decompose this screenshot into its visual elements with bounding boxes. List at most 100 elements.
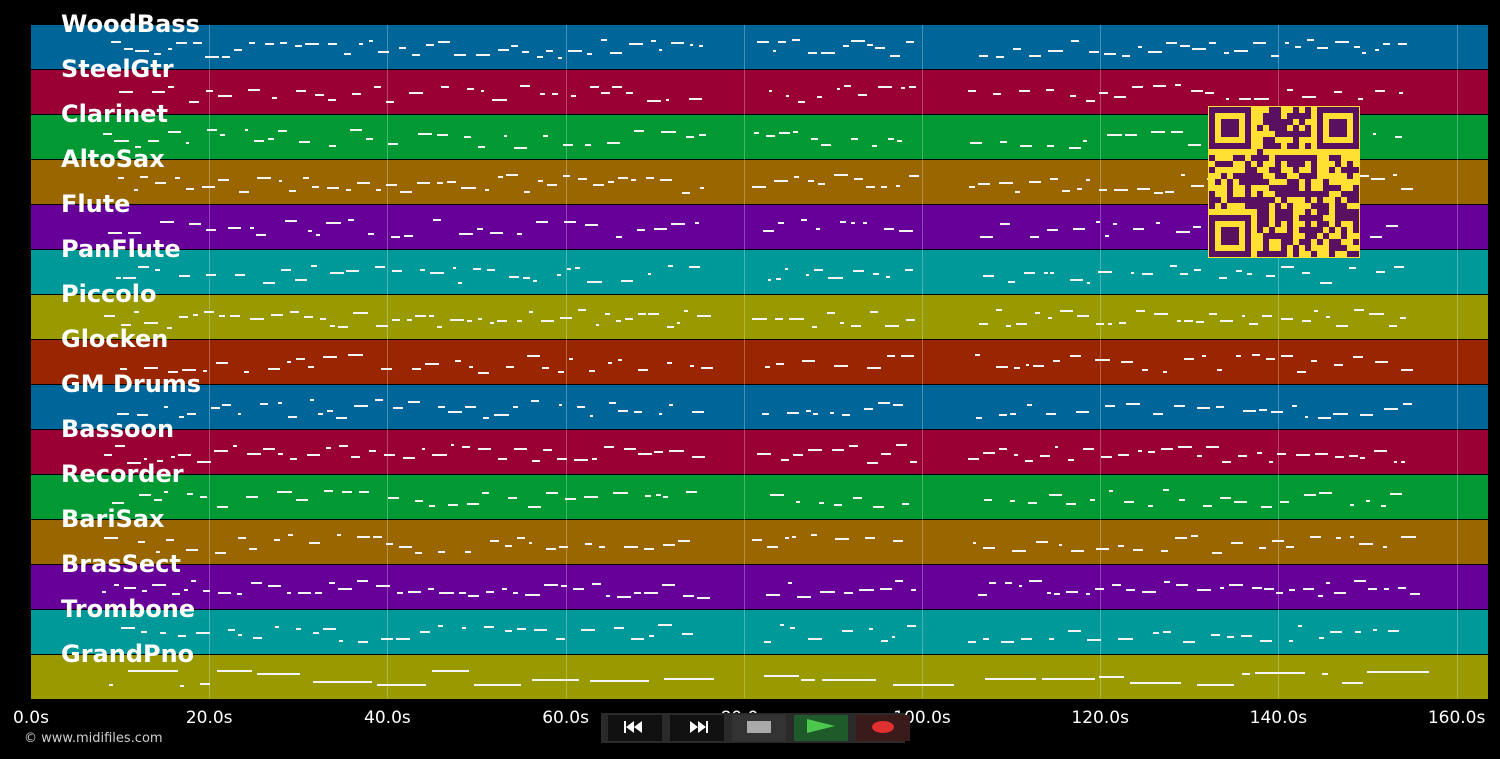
note — [853, 496, 863, 499]
qr-module — [1299, 113, 1305, 119]
qr-module — [1269, 197, 1275, 203]
qr-module — [1323, 209, 1329, 215]
note — [275, 626, 279, 629]
note — [894, 579, 903, 582]
note — [1117, 453, 1129, 456]
note — [428, 505, 435, 508]
note — [1020, 638, 1032, 641]
note — [464, 406, 477, 409]
note — [381, 367, 393, 370]
note — [312, 632, 320, 635]
note — [1196, 684, 1235, 687]
note — [1216, 369, 1222, 372]
qr-module — [1329, 227, 1335, 233]
track-label: SteelGtr — [61, 55, 174, 83]
qr-module — [1287, 221, 1293, 227]
record-button[interactable] — [856, 715, 910, 741]
note — [1195, 321, 1205, 324]
note — [447, 504, 458, 507]
gridline — [387, 25, 389, 698]
note — [1098, 188, 1108, 191]
qr-module — [1245, 197, 1251, 203]
note — [1302, 96, 1317, 99]
qr-module — [1293, 167, 1299, 173]
qr-module — [1311, 173, 1317, 179]
note — [1319, 636, 1325, 639]
note — [1100, 455, 1112, 458]
note — [267, 585, 281, 588]
qr-module — [1317, 239, 1323, 245]
track-label: AltoSax — [61, 145, 165, 173]
qr-module — [1257, 251, 1263, 257]
note — [1170, 265, 1178, 268]
note — [217, 670, 253, 673]
note — [785, 536, 789, 539]
note — [1170, 131, 1184, 134]
track-row-grandpno — [31, 655, 1488, 699]
note — [616, 235, 622, 238]
note — [399, 545, 413, 548]
qr-module — [1299, 119, 1305, 125]
note — [328, 98, 337, 101]
qr-module — [1227, 179, 1233, 185]
note — [477, 145, 485, 148]
note — [534, 628, 548, 631]
play-button[interactable] — [794, 715, 848, 741]
note — [900, 354, 914, 357]
note — [646, 99, 662, 102]
note — [1369, 235, 1383, 238]
note — [590, 85, 599, 88]
note — [637, 368, 649, 371]
note — [664, 677, 714, 680]
note — [116, 412, 130, 415]
note — [1303, 493, 1316, 496]
track-row-brassect — [31, 565, 1488, 609]
qr-module — [1293, 131, 1299, 137]
note — [977, 182, 990, 185]
note — [1004, 582, 1013, 585]
note — [527, 355, 541, 358]
note — [473, 267, 481, 270]
note — [1254, 98, 1269, 101]
note — [648, 313, 659, 316]
note — [1304, 416, 1309, 419]
note — [375, 266, 386, 269]
qr-module — [1335, 221, 1341, 227]
note — [387, 497, 399, 500]
qr-module — [1305, 233, 1311, 239]
stop-button[interactable] — [732, 715, 786, 741]
note — [983, 638, 989, 641]
note — [1141, 368, 1148, 371]
note — [409, 92, 424, 95]
fast-forward-button[interactable] — [670, 715, 724, 741]
note — [152, 91, 165, 94]
note — [1030, 236, 1039, 239]
qr-module — [1215, 179, 1221, 185]
note — [330, 324, 335, 327]
qr-module — [1353, 191, 1359, 197]
note — [863, 222, 867, 225]
note — [634, 129, 645, 132]
qr-finder-core — [1221, 119, 1239, 137]
note — [663, 544, 675, 547]
note — [1326, 315, 1330, 318]
qr-module — [1257, 125, 1263, 131]
rewind-button[interactable] — [608, 715, 662, 741]
note — [1000, 140, 1008, 143]
qr-module — [1209, 203, 1215, 209]
note — [1393, 174, 1398, 177]
note — [806, 274, 810, 277]
note — [1394, 136, 1403, 139]
note — [1247, 272, 1252, 275]
note — [754, 132, 760, 134]
qr-module — [1263, 239, 1269, 245]
qr-module — [1311, 155, 1317, 161]
note — [436, 134, 448, 137]
note — [1286, 545, 1295, 548]
note — [119, 367, 127, 370]
note — [651, 39, 657, 42]
qr-module — [1209, 167, 1215, 173]
note — [1393, 460, 1397, 463]
note — [1265, 357, 1275, 360]
note — [179, 275, 191, 278]
